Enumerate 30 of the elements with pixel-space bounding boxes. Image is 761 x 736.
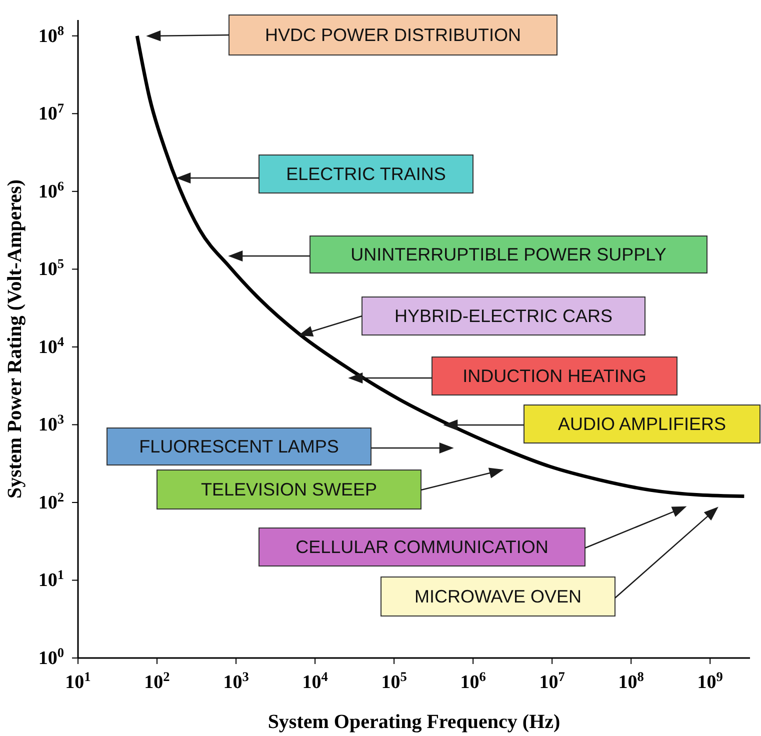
annotation: FLUORESCENT LAMPS [139, 436, 339, 456]
annotation: TELEVISION SWEEP [200, 480, 378, 500]
annotation: UNINTERRUPTIBLE POWER SUPPLY [350, 244, 666, 264]
y-tick-label: 10$^{6}$ [38, 178, 64, 202]
x-tick-label: 10$^{9}$ [697, 668, 724, 693]
annotation: ELECTRIC TRAINS [286, 164, 446, 184]
annotation: MICROWAVE OVEN [414, 586, 582, 606]
y-tick-label: 10$^{5}$ [38, 256, 64, 280]
annotation: HYBRID-ELECTRIC CARS [394, 306, 613, 326]
y-tick-label: 10$^{7}$ [38, 100, 64, 125]
x-tick-label: 10$^{6}$ [460, 668, 486, 693]
y-axis-title: System Power Rating (Volt-Amperes) [4, 179, 26, 499]
x-tick-label: 10$^{2}$ [144, 668, 170, 693]
y-tick-label: 10$^{3}$ [38, 411, 64, 436]
annotation: INDUCTION HEATING [462, 366, 646, 386]
x-tick-label: 10$^{7}$ [539, 668, 566, 693]
x-tick-label: 10$^{1}$ [65, 668, 91, 693]
y-tick-label: 10$^{1}$ [38, 566, 64, 592]
y-tick-label: 10$^{0}$ [38, 644, 64, 669]
annotation: HVDC POWER DISTRIBUTION [264, 25, 522, 45]
x-axis-title: System Operating Frequency (Hz) [268, 711, 560, 733]
annotation: CELLULAR COMMUNICATION [296, 537, 548, 557]
x-tick-label: 10$^{4}$ [302, 668, 328, 693]
y-tick-label: 10$^{8}$ [38, 22, 64, 47]
x-tick-label: 10$^{3}$ [223, 668, 250, 693]
y-tick-label: 10$^{2}$ [38, 488, 64, 514]
annotation: AUDIO AMPLIFIERS [558, 414, 726, 434]
x-tick-label: 10$^{5}$ [381, 668, 408, 693]
y-tick-label: 10$^{4}$ [38, 333, 64, 358]
x-tick-label: 10$^{8}$ [618, 668, 644, 693]
